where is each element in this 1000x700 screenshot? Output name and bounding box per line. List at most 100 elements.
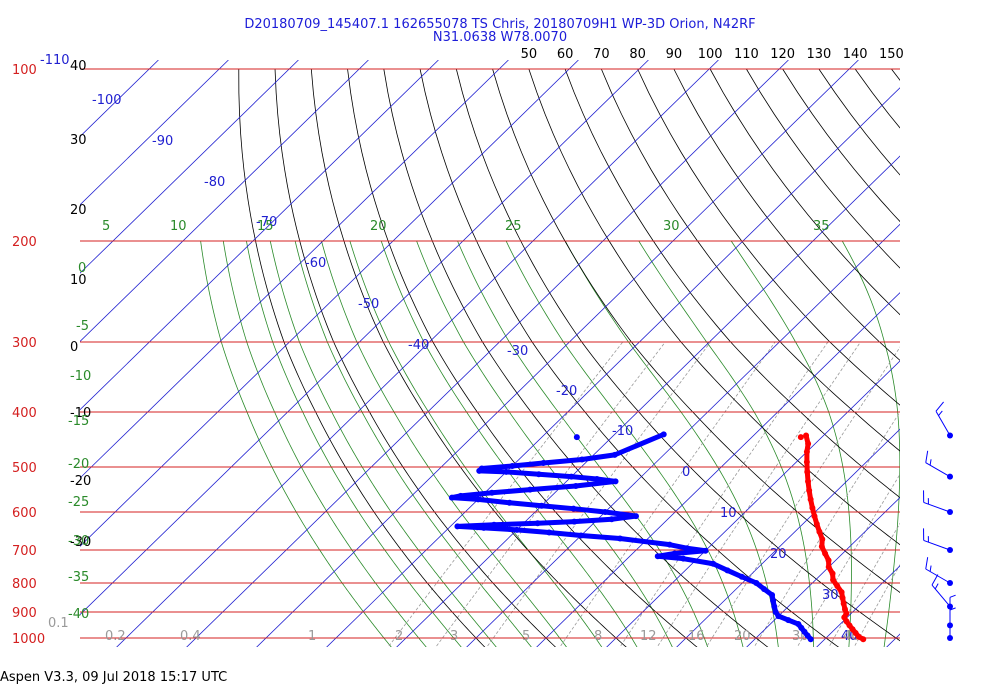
mixing-ratio-label: 0.2 [105,629,126,644]
mixing-ratio-line [435,341,666,647]
dry-adiabat-line [455,68,900,642]
isotherm-line [80,60,649,616]
mixing-ratio-line [486,341,711,647]
wind-barb-flag [925,557,929,570]
isotherm-tick-label: -20 [556,384,577,399]
moist-adiabat-label: 30 [663,219,680,234]
wind-barb-column [923,401,956,641]
pressure-tick-label: 300 [12,336,37,351]
moist-adiabat-line [380,240,638,647]
isolated-data-point [797,434,804,441]
pressure-tick-label: 1000 [12,632,45,647]
moist-adiabat-line [505,240,744,647]
moist-adiabat-label: 5 [102,219,110,234]
pressure-tick-label: 900 [12,606,37,621]
moist-adiabat-label: 20 [370,219,387,234]
wind-barb-half-flag [929,459,932,466]
isotherm-tick-label: -30 [507,344,528,359]
moist-adiabat-label: -30 [68,534,89,549]
moist-adiabat-line [222,240,427,647]
moist-adiabat-label: -35 [68,570,89,585]
mixing-ratio-line [706,346,900,647]
moist-adiabat-label: 25 [505,219,522,234]
wind-barb-shaft [925,462,951,478]
dry-adiabat-line [419,68,840,647]
theta-tick-label: 70 [593,47,610,62]
dry-adiabat-line [637,68,900,406]
moist-adiabat-line [638,240,815,647]
app-footer: Aspen V3.3, 09 Jul 2018 15:17 UTC [0,670,228,685]
theta-tick-label: 100 [698,47,723,62]
isotherm-tick-label: -100 [92,93,122,108]
moist-adiabat-line [269,240,497,647]
mixing-ratio-line [656,341,861,647]
dry-adiabat-line [673,68,900,361]
isolated-data-point [573,434,580,441]
wind-barb-flag [935,401,944,412]
dewpoint-profile-line [449,432,813,641]
moist-adiabat-label: 15 [257,219,274,234]
dry-adiabat-line [238,68,486,647]
dry-adiabat-line [347,68,698,647]
isotherm-tick-label: -80 [204,175,225,190]
isotherm-line [606,360,900,647]
pressure-tick-label: 100 [12,63,37,78]
dry-adiabat-line [274,68,556,647]
mixing-ratio-label: 0.1 [48,616,69,631]
mixing-ratio-label: 0.4 [180,629,201,644]
pressure-tick-label: 400 [12,406,37,421]
isotherm-line [326,87,900,647]
left-temp-label: 0 [70,340,78,355]
chart-data-layer [448,431,867,643]
isotherm-line [954,60,1000,650]
mixing-ratio-line [619,341,829,647]
wind-barb-flag [925,450,929,463]
mixing-ratio-line [387,341,624,647]
mixing-ratio-label: 2 [395,629,403,644]
mixing-ratio-label: 1 [308,629,316,644]
isotherm-line [536,292,900,647]
moist-adiabat-label: 0 [78,261,86,276]
left-temp-label: -10 [70,406,91,421]
isotherm-tick-label: 20 [770,547,787,562]
dry-adiabat-line [746,68,900,269]
wind-barb-half-flag [938,410,943,416]
mixing-ratio-line [934,342,1000,650]
moist-adiabat-line [457,240,709,647]
left-temp-label: 40 [70,59,87,74]
mixing-ratio-line [796,473,900,647]
moist-adiabat-line [246,240,462,647]
dry-adiabat-line [891,68,900,81]
isotherm-tick-label: -90 [152,134,173,149]
theta-tick-label: 120 [770,47,795,62]
mixing-ratio-line [853,563,900,647]
isotherm-line [80,60,439,411]
moist-adiabat-line [294,240,532,647]
moist-adiabat-label: -20 [68,457,89,472]
dry-adiabat-line [709,68,900,316]
chart-subtitle: N31.0638 W78.0070 [432,30,568,45]
moist-adiabat-label: -40 [68,607,89,622]
wind-barb-shaft [923,539,951,551]
wind-barb-shaft [925,568,951,584]
moist-adiabat-line [349,240,603,647]
isotherm-line [80,60,369,342]
moist-adiabat-line [919,241,962,650]
moist-adiabat-label: -5 [76,319,89,334]
temperature-profile-line [803,434,865,642]
isotherm-tick-label: -10 [612,424,633,439]
left-temp-label: 20 [70,203,87,218]
left-temp-label: 10 [70,273,87,288]
chart-grid [80,60,1000,650]
theta-tick-label: 60 [557,47,574,62]
isotherm-line [80,60,299,274]
isotherm-line [466,223,900,647]
isotherm-line [676,428,900,647]
dry-adiabat-line [564,68,900,499]
moist-adiabat-line [841,240,900,647]
wind-barb-half-flag [934,583,939,590]
moist-adiabat-line [954,241,1000,650]
pressure-tick-label: 600 [12,506,37,521]
